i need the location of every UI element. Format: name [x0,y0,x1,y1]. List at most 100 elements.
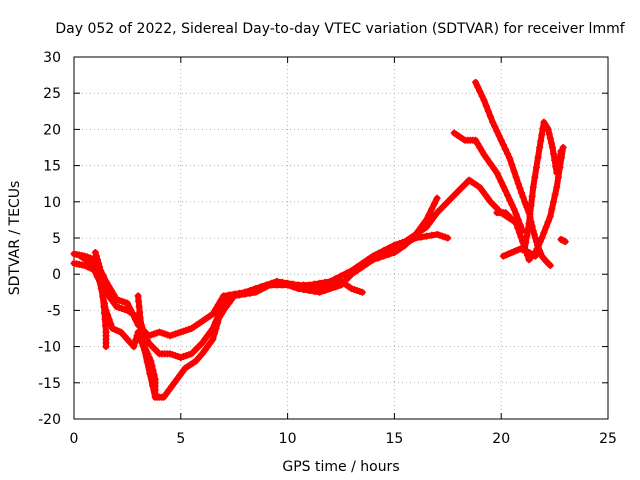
x-tick-label: 5 [176,431,185,447]
data-point [220,292,228,300]
data-point [430,212,438,220]
data-point [546,262,554,270]
data-point [252,285,260,293]
data-point [225,299,233,307]
data-point [525,220,533,228]
data-point [555,158,563,166]
data-point [490,164,498,172]
y-tick-label: 10 [43,195,61,211]
data-point [484,107,492,115]
data-point [523,232,531,240]
data-point [97,273,105,281]
data-point [201,335,209,343]
data-point [514,180,522,188]
data-point [201,346,209,354]
data-point [176,372,184,380]
data-point [130,343,138,351]
series-track-11 [499,245,539,260]
data-point [529,227,537,235]
series-track-10 [521,118,565,253]
y-tick-label: 20 [43,122,61,138]
data-point [168,382,176,390]
data-point [89,264,97,272]
data-point [217,296,225,304]
data-point [506,196,514,204]
data-point [512,173,520,181]
series-track-6 [369,194,441,264]
data-point [478,147,486,155]
data-point [553,183,561,191]
data-point [522,239,530,247]
data-point [102,322,110,330]
data-point [508,201,516,209]
data-point [510,167,518,175]
data-point [422,216,430,224]
x-tick-label: 0 [70,431,79,447]
data-point [545,130,553,138]
data-point [534,153,542,161]
data-point [433,194,441,202]
data-point [100,303,108,311]
data-point [92,252,100,260]
y-tick-label: 30 [43,50,61,66]
data-point [546,134,554,142]
data-point [414,227,422,235]
data-point [531,234,539,242]
data-point [147,357,155,365]
x-tick-label: 20 [492,431,510,447]
series-track-12 [557,235,569,246]
data-point [529,183,537,191]
data-point [149,366,157,374]
data-point [557,147,565,155]
data-point [482,102,490,110]
data-point [444,234,452,242]
data-point [501,187,509,195]
data-point [516,184,524,192]
data-point [353,263,361,271]
data-point [510,205,518,213]
data-point [519,193,527,201]
series-layer [70,78,569,401]
data-point [526,210,534,218]
data-point [531,173,539,181]
data-point [493,127,501,135]
data-point [535,241,543,249]
data-point [214,319,222,327]
data-point [472,78,480,86]
data-point [214,301,222,309]
data-point [230,292,238,300]
data-point [480,96,488,104]
y-axis-label: SDTVAR / TECUs [7,181,23,296]
data-point [489,118,497,126]
data-point [210,330,218,338]
data-point [241,288,249,296]
data-point [140,343,148,351]
data-point [165,386,173,394]
data-point [542,223,550,231]
data-point [342,269,350,277]
y-tick-label: -15 [38,376,61,392]
data-point [162,390,170,398]
data-point [417,223,425,231]
data-point [209,335,217,343]
data-point [430,200,438,208]
data-point [497,178,505,186]
data-point [554,163,562,171]
data-point [412,230,420,238]
y-tick-label: 5 [52,231,61,247]
data-point [129,310,137,318]
data-point [428,231,436,239]
data-point [96,263,104,271]
data-point [198,350,206,358]
y-tick-label: -5 [47,303,61,319]
data-point [137,321,145,329]
data-point [517,233,525,241]
data-point [537,137,545,145]
data-point [484,194,492,202]
y-tick-label: 0 [52,267,61,283]
data-point [515,229,523,237]
data-point [532,163,540,171]
data-point [474,140,482,148]
data-point [93,256,101,264]
data-point [385,244,393,252]
